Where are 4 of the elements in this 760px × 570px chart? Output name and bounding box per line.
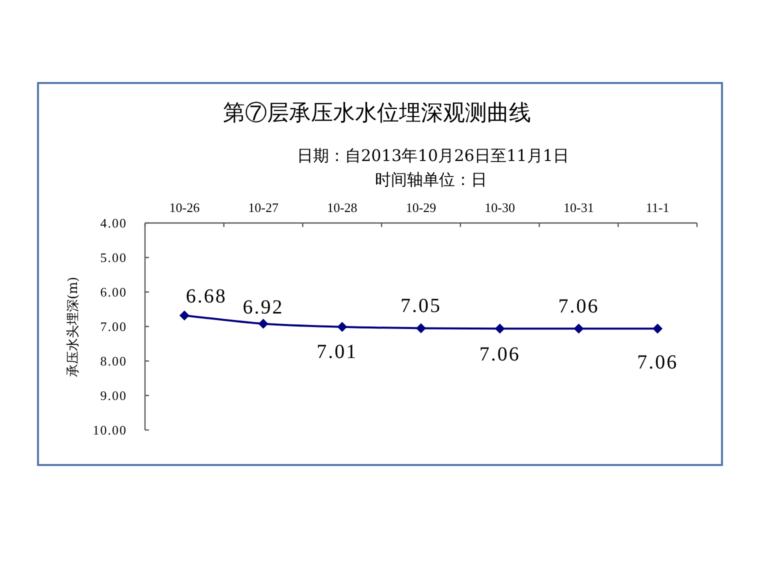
annotation: 时间轴单位：日 bbox=[375, 170, 487, 189]
ylabel: 承压水头埋深(m) bbox=[66, 276, 81, 378]
subtitle: 日期：自2013年10月26日至11月1日 bbox=[297, 146, 569, 165]
title: 第⑦层承压水水位埋深观测曲线 bbox=[223, 101, 531, 126]
